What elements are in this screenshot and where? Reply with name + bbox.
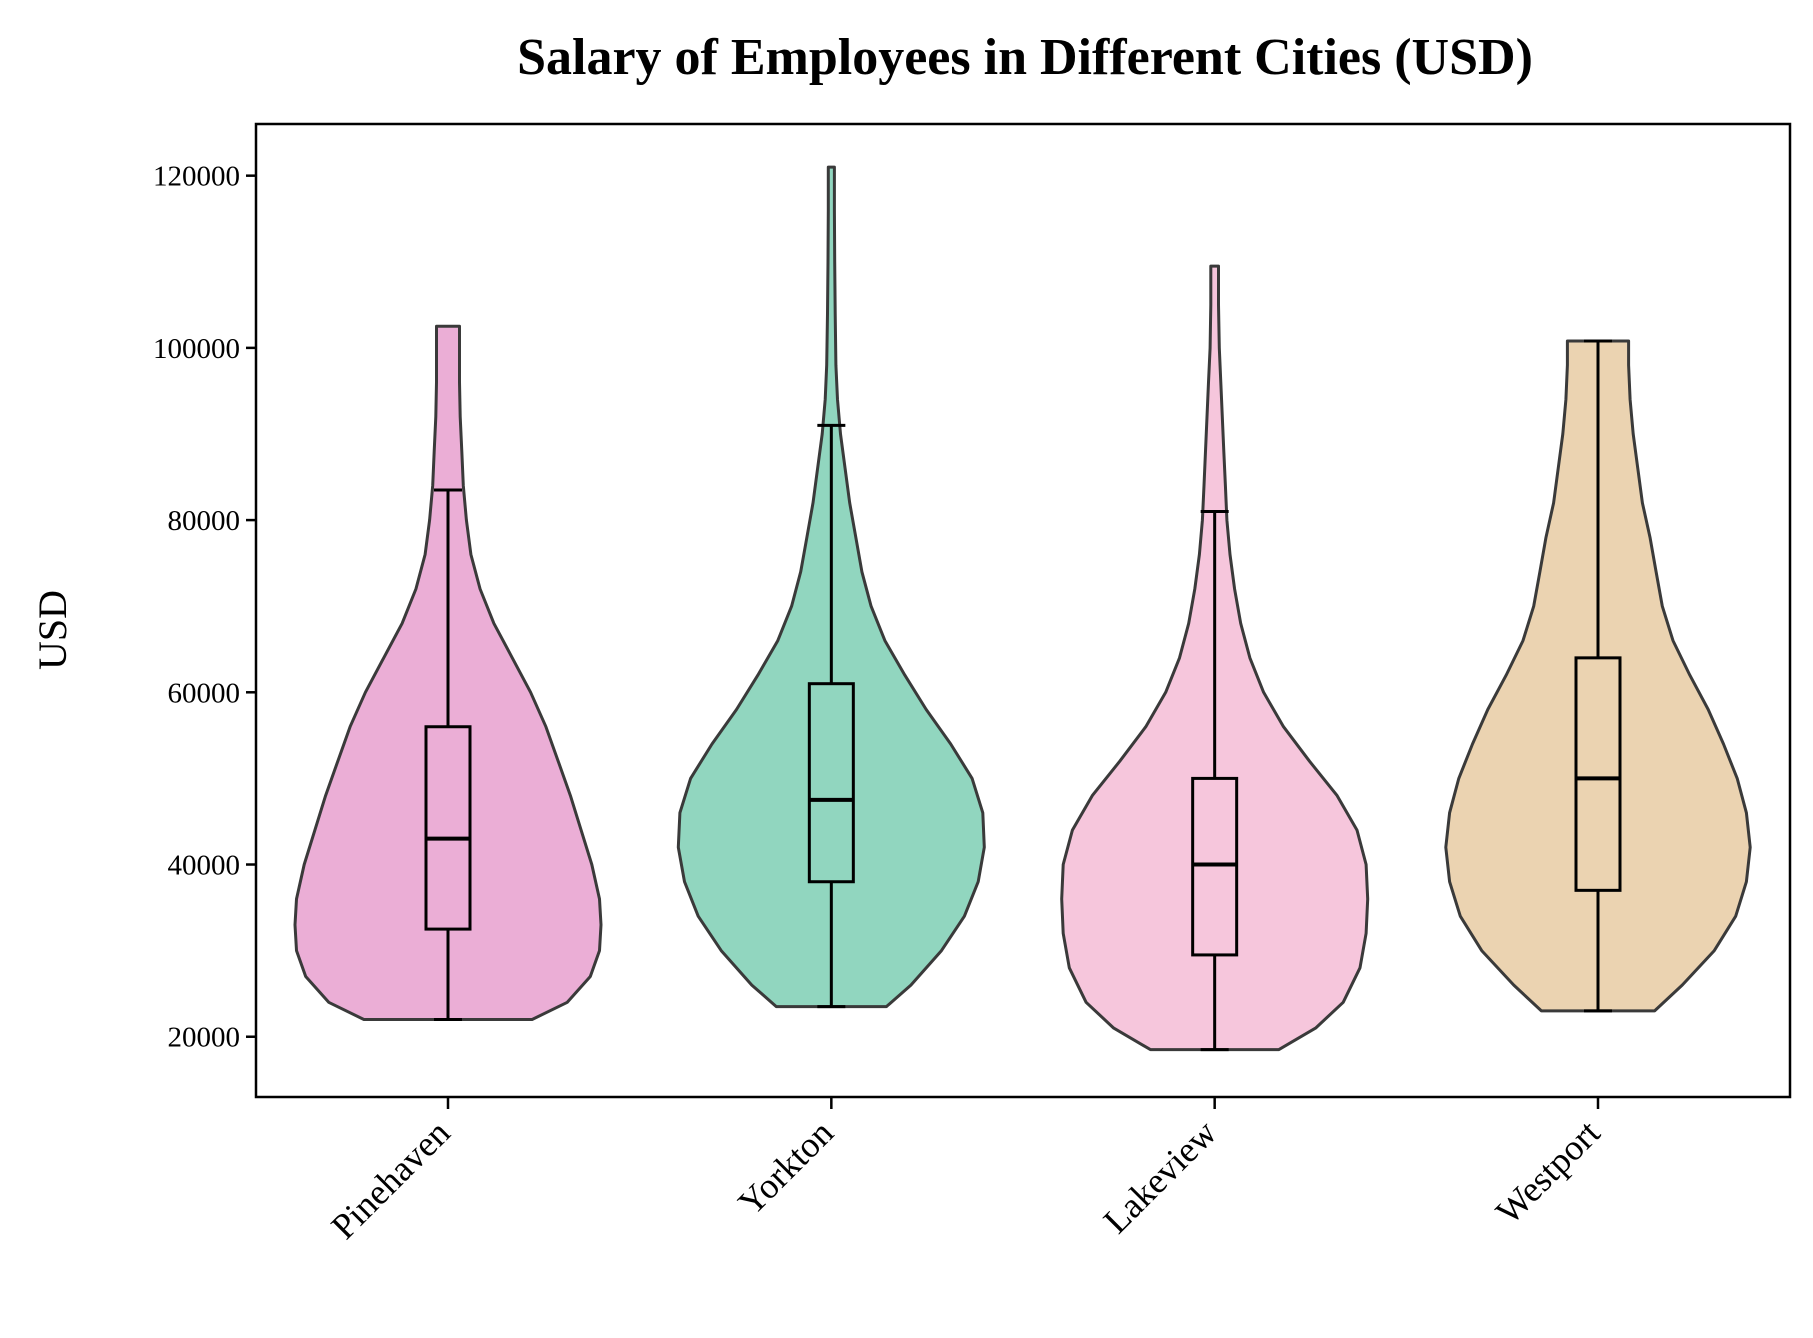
x-tick-label-pinehaven: Pinehaven (323, 1112, 457, 1246)
plot-frame (254, 122, 1792, 1099)
y-tick-label: 20000 (168, 1022, 241, 1054)
y-tick-label: 60000 (168, 677, 241, 709)
x-tick-label-yorkton: Yorkton (730, 1112, 841, 1223)
chart-title: Salary of Employees in Different Cities … (517, 29, 1533, 86)
x-tick-label-westport: Westport (1488, 1112, 1608, 1232)
box-yorkton-iqr (807, 682, 855, 884)
box-lakeview-iqr (1191, 776, 1239, 957)
x-tick-label-lakeview: Lakeview (1096, 1112, 1225, 1241)
violin-westport (1444, 339, 1752, 1013)
y-tick-label: 100000 (153, 333, 240, 365)
y-axis-label: USD (30, 590, 75, 670)
box-westport-iqr (1574, 656, 1622, 892)
y-tick-label: 40000 (168, 850, 241, 882)
y-tick-label: 80000 (168, 505, 241, 537)
plot-area: 20000 40000 60000 80000 100000 120000 Pinehave… (153, 122, 1792, 1247)
y-tick-label: 120000 (153, 161, 240, 193)
box-pinehaven-iqr (424, 725, 472, 931)
